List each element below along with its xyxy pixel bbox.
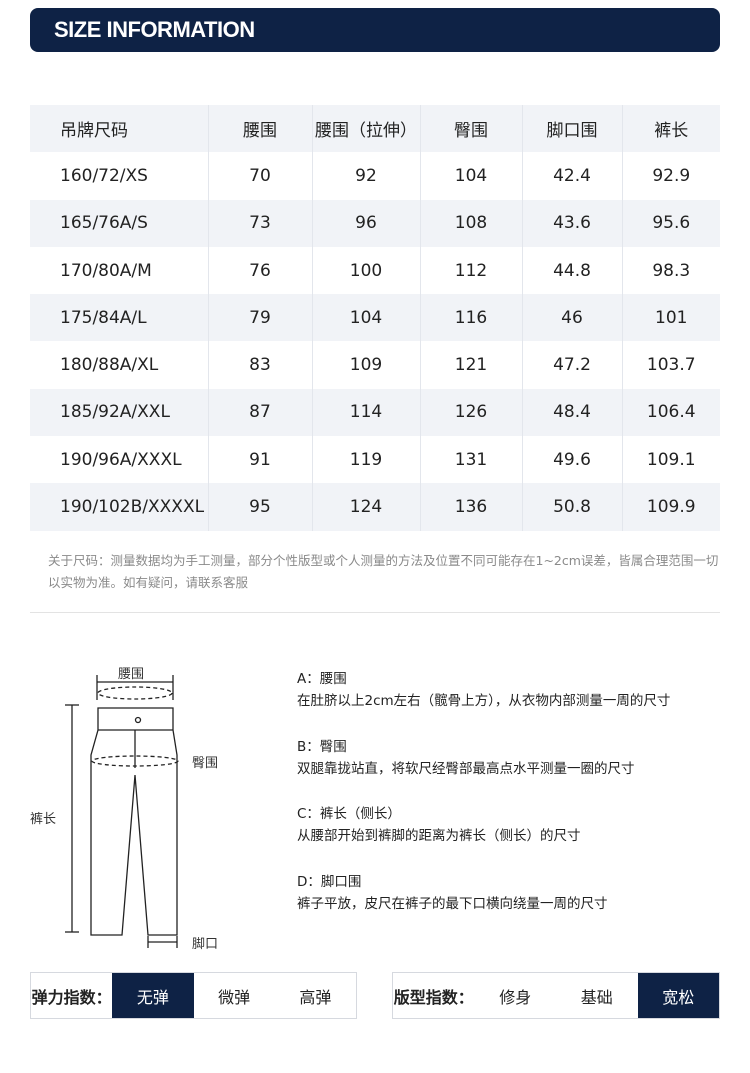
table-row: 180/88A/XL 83 109 121 47.2 103.7 — [30, 341, 720, 389]
table-cell: 91 — [207, 436, 312, 484]
table-cell: 136 — [419, 483, 522, 531]
column-header: 吊牌尺码 — [60, 121, 128, 142]
measure-a: A：腰围 在肚脐以上2cm左右（髋骨上方），从衣物内部测量一周的尺寸 — [297, 671, 671, 709]
fit-option: 修身 — [499, 987, 532, 1007]
table-cell: 103.7 — [621, 341, 720, 389]
elasticity-option: 微弹 — [218, 987, 251, 1007]
table-cell: 95.6 — [621, 199, 720, 247]
column-header: 腰围 — [207, 105, 312, 153]
table-cell: 185/92A/XXL — [60, 402, 170, 423]
table-cell: 106.4 — [621, 388, 720, 437]
table-cell: 108 — [419, 199, 522, 247]
hem-label: 脚口 — [192, 937, 219, 952]
table-cell: 98.3 — [621, 246, 720, 295]
table-cell: 190/102B/XXXXL — [60, 497, 205, 518]
table-cell: 109.9 — [621, 483, 720, 531]
size-note: 关于尺码：测量数据均为手工测量，部分个性版型或个人测量的方法及位置不同可能存在1… — [48, 553, 719, 590]
table-cell: 101 — [621, 294, 720, 342]
table-row: 175/84A/L 79 104 116 46 101 — [30, 294, 720, 342]
table-cell: 180/88A/XL — [60, 355, 159, 376]
measure-b: B：臀围 双腿靠拢站直，将软尺经臀部最高点水平测量一圈的尺寸 — [297, 739, 635, 777]
table-cell: 87 — [207, 388, 312, 437]
column-header: 臀围 — [419, 105, 522, 153]
table-cell: 165/76A/S — [60, 213, 148, 234]
table-cell: 46 — [521, 294, 622, 342]
table-cell: 83 — [207, 341, 312, 389]
table-cell: 119 — [311, 436, 420, 484]
waist-label: 腰围 — [118, 667, 145, 682]
table-cell: 116 — [419, 294, 522, 342]
table-header-row: 吊牌尺码 腰围 腰围（拉伸） 臀围 脚口围 裤长 — [30, 105, 720, 153]
table-cell: 121 — [419, 341, 522, 389]
table-cell: 95 — [207, 483, 312, 531]
table-cell: 47.2 — [521, 341, 622, 389]
table-cell: 109.1 — [621, 436, 720, 484]
measure-c: C：裤长（侧长） 从腰部开始到裤脚的距离为裤长（侧长）的尺寸 — [297, 806, 581, 844]
fit-option: 基础 — [580, 987, 613, 1007]
table-cell: 170/80A/M — [60, 260, 152, 281]
table-cell: 112 — [419, 246, 522, 295]
table-cell: 109 — [311, 341, 420, 389]
table-cell: 104 — [419, 152, 522, 200]
table-cell: 50.8 — [521, 483, 622, 531]
table-cell: 49.6 — [521, 436, 622, 484]
table-row: 190/96A/XXXL 91 119 131 49.6 109.1 — [30, 436, 720, 484]
table-cell: 92.9 — [621, 152, 720, 200]
table-cell: 131 — [419, 436, 522, 484]
table-cell: 160/72/XS — [60, 165, 148, 186]
table-cell: 100 — [311, 246, 420, 295]
table-cell: 76 — [207, 246, 312, 295]
hip-label: 臀围 — [192, 756, 219, 771]
table-cell: 96 — [311, 199, 420, 247]
length-label: 裤长 — [30, 812, 57, 827]
elasticity-label: 弹力指数： — [31, 987, 112, 1007]
table-row: 190/102B/XXXXL 95 124 136 50.8 109.9 — [30, 483, 720, 531]
table-cell: 70 — [207, 152, 312, 200]
elasticity-option: 高弹 — [299, 987, 332, 1007]
fit-label: 版型指数： — [393, 987, 474, 1007]
table-cell: 126 — [419, 388, 522, 437]
table-cell: 175/84A/L — [60, 307, 147, 328]
table-row: 165/76A/S 73 96 108 43.6 95.6 — [30, 199, 720, 247]
divider — [30, 612, 720, 613]
elasticity-index: 弹力指数： 无弹 微弹 高弹 — [30, 972, 357, 1019]
elasticity-option: 无弹 — [112, 973, 194, 1018]
table-cell: 104 — [311, 294, 420, 342]
table-cell: 92 — [311, 152, 420, 200]
table-row: 160/72/XS 70 92 104 42.4 92.9 — [30, 152, 720, 200]
pants-diagram — [65, 675, 179, 948]
size-table: 吊牌尺码 腰围 腰围（拉伸） 臀围 脚口围 裤长 160/72/XS 70 92 104 42.4 9… — [30, 105, 720, 531]
table-cell: 48.4 — [521, 388, 622, 437]
table-cell: 42.4 — [521, 152, 622, 200]
measure-d: D：脚口围 裤子平放，皮尺在裤子的最下口横向绕量一周的尺寸 — [297, 874, 608, 912]
column-header: 脚口围 — [521, 105, 622, 153]
table-row: 170/80A/M 76 100 112 44.8 98.3 — [30, 246, 720, 295]
fit-option: 宽松 — [637, 973, 719, 1018]
table-cell: 79 — [207, 294, 312, 342]
table-row: 185/92A/XXL 87 114 126 48.4 106.4 — [30, 388, 720, 437]
section-header: SIZE INFORMATION — [30, 8, 720, 52]
table-cell: 73 — [207, 199, 312, 247]
table-cell: 124 — [311, 483, 420, 531]
column-header: 裤长 — [621, 105, 720, 153]
table-cell: 43.6 — [521, 199, 622, 247]
fit-index: 版型指数： 修身 基础 宽松 — [392, 972, 720, 1019]
column-header: 腰围（拉伸） — [311, 105, 420, 153]
table-cell: 190/96A/XXXL — [60, 449, 182, 470]
table-cell: 44.8 — [521, 246, 622, 295]
table-cell: 114 — [311, 388, 420, 437]
